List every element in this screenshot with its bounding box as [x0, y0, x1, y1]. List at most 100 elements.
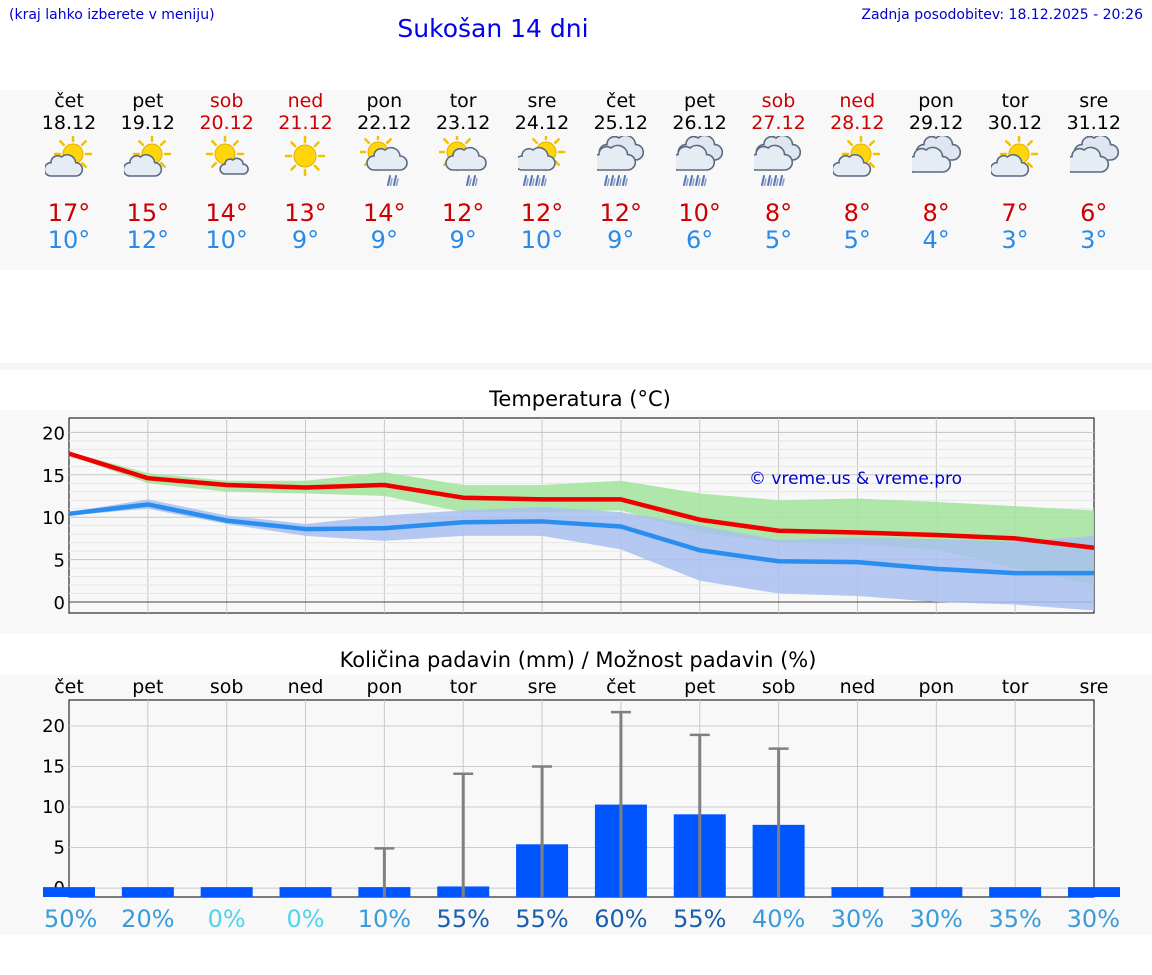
min-temp: 9° [607, 226, 635, 254]
min-temp: 10° [205, 226, 248, 254]
precipitation-probability: 10% [358, 905, 411, 933]
precipitation-probability: 55% [515, 905, 568, 933]
precipitation-bar [200, 887, 253, 897]
day-name: ned [287, 90, 324, 112]
precipitation-probability: 60% [594, 905, 647, 933]
min-temp: 9° [291, 226, 320, 254]
sun-cloud-icon [45, 136, 93, 177]
min-temp: 9° [449, 226, 477, 254]
precipitation-probability: 0% [286, 905, 324, 933]
day-name: ned [839, 90, 876, 112]
day-name: tor [449, 90, 477, 112]
cloud-rain-icon [675, 136, 723, 186]
watermark: © vreme.us & vreme.pro [749, 469, 962, 489]
day-date: 30.12 [987, 112, 1043, 134]
y-tick-label: 5 [54, 551, 65, 572]
cloud-icon [912, 136, 962, 173]
x-tick-label: sre [1080, 676, 1109, 698]
precipitation-bar [910, 887, 963, 897]
day-date: 25.12 [593, 112, 648, 134]
max-temp: 17° [47, 199, 91, 227]
precipitation-bar [989, 887, 1042, 897]
day-date: 29.12 [908, 112, 964, 134]
precipitation-probability: 30% [1067, 905, 1120, 933]
precipitation-chart: čet pet sob ned pon tor sre čet pet sob ned pon tor s… [42, 676, 1120, 933]
min-temp: 4° [922, 226, 950, 254]
min-temp-line [68, 502, 1094, 576]
precipitation-bar [43, 887, 95, 897]
max-temp: 15° [126, 199, 170, 227]
max-temp: 12° [599, 199, 643, 227]
day-name: sob [209, 90, 244, 112]
min-temp: 5° [764, 226, 793, 254]
sun-cloud-icon [123, 136, 172, 177]
x-tick-label: ned [840, 676, 876, 698]
max-temp: 14° [363, 199, 406, 227]
sun-cloud-light-rain-icon [360, 136, 409, 186]
temperature-chart: 0 5 10 15 20 © vreme.us & vreme.pro [42, 417, 1095, 614]
daily-forecast-strip: čet 18.12 17° 10° pet 19.12 15° 12° sob 20.12 14° 1… [0, 90, 1152, 270]
max-temp: 7° [1001, 199, 1029, 227]
plot-area [68, 699, 1095, 898]
x-tick-label: ned [288, 676, 324, 698]
precipitation-probability: 55% [437, 905, 490, 933]
section-divider [0, 363, 1152, 370]
day-name: tor [1001, 90, 1029, 112]
day-date: 23.12 [435, 112, 491, 134]
x-tick-label: sob [762, 676, 796, 698]
day-date: 22.12 [357, 112, 412, 134]
x-tick-label: čet [54, 676, 84, 698]
max-temp: 12° [441, 199, 485, 227]
sun-icon [285, 136, 326, 177]
location-hint: (kraj lahko izberete v meniju) [9, 7, 215, 23]
y-tick-label: 15 [42, 756, 65, 777]
max-temp: 8° [764, 199, 793, 227]
min-temp: 10° [47, 226, 91, 254]
precipitation-probability: 40% [752, 905, 805, 933]
precipitation-bar [121, 887, 174, 897]
y-tick-label: 10 [42, 508, 65, 529]
sun-cloud-rain-icon [517, 136, 566, 186]
x-tick-label: pon [367, 676, 403, 698]
min-temp: 9° [370, 226, 398, 254]
day-name: sre [1079, 90, 1109, 112]
precipitation-probability: 20% [121, 905, 174, 933]
x-tick-label: sre [528, 676, 557, 698]
day-date: 26.12 [672, 112, 727, 134]
sun-cloud-icon [833, 136, 881, 177]
min-temp: 12° [126, 226, 170, 254]
y-tick-label: 20 [42, 716, 65, 737]
y-tick-label: 5 [54, 838, 65, 859]
day-date: 31.12 [1066, 112, 1121, 134]
x-tick-label: tor [1002, 676, 1029, 698]
min-temp: 5° [843, 226, 871, 254]
day-name: pon [366, 90, 403, 112]
day-date: 27.12 [751, 112, 806, 134]
sun-small-cloud-icon [205, 136, 249, 175]
day-date: 20.12 [199, 112, 254, 134]
y-tick-label: 10 [42, 797, 65, 818]
max-temp: 10° [678, 199, 721, 227]
precipitation-bar [279, 887, 332, 897]
precipitation-probability: 0% [208, 905, 246, 933]
day-date: 28.12 [830, 112, 885, 134]
day-date: 18.12 [41, 112, 97, 134]
sun-cloud-light-rain-icon [439, 136, 487, 186]
max-temp: 13° [284, 199, 327, 227]
max-temp: 12° [520, 199, 564, 227]
day-date: 19.12 [120, 112, 176, 134]
min-temp: 3° [1001, 226, 1029, 254]
cloud-rain-icon [596, 136, 644, 186]
precipitation-bar [831, 887, 884, 897]
max-temp-line [68, 451, 1095, 550]
min-temp: 6° [685, 226, 714, 254]
precipitation-probability: 30% [831, 905, 884, 933]
last-update: Zadnja posodobitev: 18.12.2025 - 20:26 [861, 7, 1143, 23]
y-tick-label: 20 [42, 423, 65, 444]
precipitation-probability: 35% [988, 905, 1041, 933]
precipitation-chart-title: Količina padavin (mm) / Možnost padavin … [339, 648, 817, 672]
y-tick-label: 15 [42, 466, 65, 487]
max-temp: 8° [922, 199, 950, 227]
precipitation-probability: 30% [910, 905, 963, 933]
x-tick-label: pet [132, 676, 163, 698]
